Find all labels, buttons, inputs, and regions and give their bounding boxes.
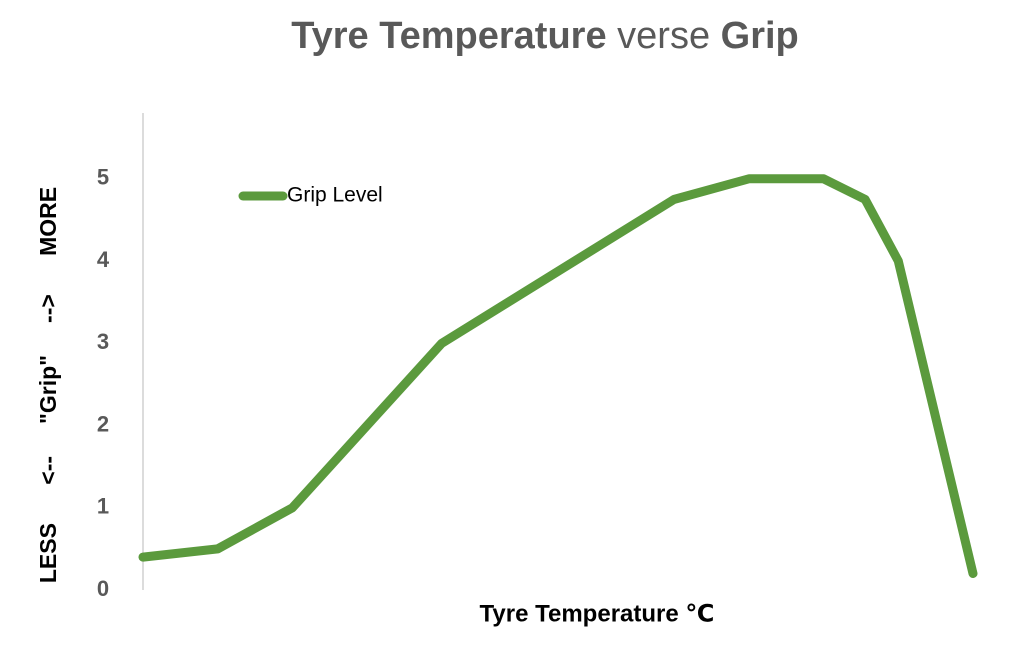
title-part: Grip xyxy=(721,15,799,57)
y-tick-label: 1 xyxy=(97,494,109,519)
y-tick-label: 3 xyxy=(97,329,109,354)
legend-label: Grip Level xyxy=(287,184,383,207)
y-tick-label: 5 xyxy=(97,165,109,190)
title-part: Tyre Temperature xyxy=(291,15,606,57)
title-part: verse xyxy=(617,15,710,57)
y-tick-label: 4 xyxy=(97,247,110,272)
x-axis-label: Tyre Temperature ℃ xyxy=(480,600,715,627)
chart-title: Tyre Temperature verse Grip xyxy=(291,15,799,57)
y-tick-label: 2 xyxy=(97,411,109,436)
y-tick-label: 0 xyxy=(97,576,109,601)
y-axis-label: LESS <-- "Grip" --> MORE xyxy=(35,187,61,583)
line xyxy=(138,174,978,579)
